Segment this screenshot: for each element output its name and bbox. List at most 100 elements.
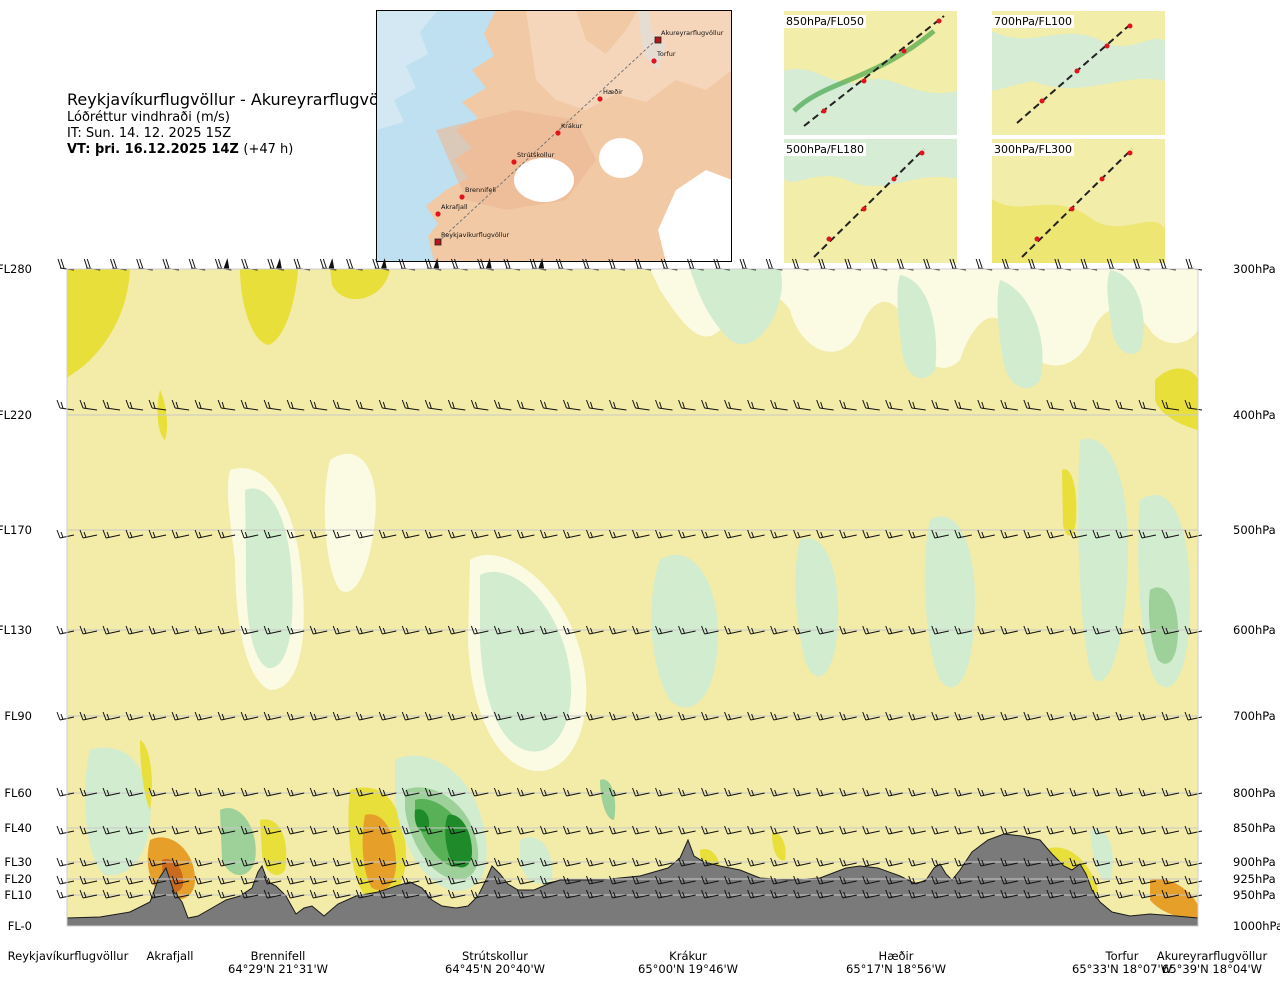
wind-barb [102,711,121,721]
wind-barb [516,875,535,885]
wind-barb [1046,857,1064,867]
wind-barb [1046,889,1064,899]
wind-barb [1069,787,1088,797]
wind-barb [1106,258,1124,271]
wind-barb [586,875,604,885]
wind-barb [493,889,512,899]
wind-barb [678,825,696,835]
wind-barb [171,857,190,867]
hpa-tick-label: 600hPa [1233,623,1276,637]
wind-barb [401,625,420,635]
wind-barb [217,857,236,867]
wind-barb [747,529,765,539]
inset-map-300-graphic [992,139,1165,263]
map-waypoint-label: Akrafjall [441,203,468,211]
inset-map-700: 700hPa/FL100 [992,11,1165,135]
wind-barb [79,825,98,835]
wind-barb [217,825,236,835]
wind-barb [424,529,443,539]
inset-map-850-graphic [784,11,957,135]
wind-barb [171,889,190,899]
wind-barb [470,399,489,411]
wind-barb [1023,825,1041,835]
wind-barb [516,857,535,867]
wind-barb [1184,399,1203,411]
wind-barb [747,625,765,635]
wind-barb [355,787,374,797]
wind-barb [1092,625,1111,635]
wind-barb [844,258,862,271]
wind-barb [401,857,420,867]
wind-barb [1138,711,1157,721]
wind-barb [977,857,995,867]
wind-barb [1133,258,1150,271]
wind-barb [447,529,466,539]
wind-barb [447,857,466,867]
wind-barb [632,825,650,835]
wind-barb [1161,889,1180,899]
wind-barb [1138,875,1157,885]
wind-barb [1161,875,1180,885]
wind-barb [401,889,420,899]
location-coord: 64°29'N 21°31'W [228,962,328,976]
wind-barb [632,529,650,539]
location-coord: 64°45'N 20°40'W [445,962,545,976]
wind-barb [171,787,190,797]
wind-barb [125,711,144,721]
wind-barb [286,529,305,539]
wind-barb [217,787,236,797]
wind-barb [634,258,652,271]
wind-barb [1159,258,1176,271]
wind-barb [148,529,167,539]
field-green-patch [245,488,293,669]
wind-barb [1023,787,1041,797]
wind-barb [931,889,949,899]
wind-barb [862,529,880,539]
wind-barb [701,399,719,411]
wind-barb [793,857,811,867]
wind-barb [1184,889,1203,899]
wind-barb [655,529,673,539]
map-waypoint-label: Akureyrarflugvöllur [661,29,724,37]
wind-barb [1161,529,1180,539]
wind-barb [516,529,535,539]
wind-barb [609,625,627,635]
wind-barb [378,711,397,721]
wind-barb [194,825,213,835]
wind-barb [240,711,259,721]
wind-barb [1092,787,1111,797]
wind-barb [885,825,903,835]
fl-tick-label: FL90 [4,709,32,723]
wind-barb [862,889,880,899]
wind-barb [355,889,374,899]
wind-barb [79,889,98,899]
field-yellow-patch [330,269,390,300]
wind-barb [632,875,650,885]
wind-barb [332,529,351,539]
wind-barb [217,399,236,411]
hpa-tick-label: 1000hPa [1233,919,1280,933]
wind-barb [171,711,190,721]
wind-barb [470,787,489,797]
wind-barb [954,529,972,539]
wind-barb [539,875,558,885]
wind-barb [687,258,704,271]
wind-barb [1000,399,1018,411]
wind-barb [148,875,167,885]
wind-barb [678,857,696,867]
field-yellow-patch [772,832,786,861]
wind-barb [148,825,167,835]
wind-barb [194,787,213,797]
wind-barb [217,889,236,899]
wind-barb [609,787,627,797]
wind-barb [1023,399,1041,411]
wind-barb [332,857,351,867]
wind-barb [1138,399,1157,411]
wind-barb [908,399,926,411]
field-green-patch [85,747,151,876]
route-title: Reykjavíkurflugvöllur - Akureyrarflugvöl… [67,90,405,109]
wind-barb [516,625,535,635]
map-glacier-hofsjokull [599,138,643,178]
wind-barb [332,825,351,835]
wind-barb [862,399,880,411]
